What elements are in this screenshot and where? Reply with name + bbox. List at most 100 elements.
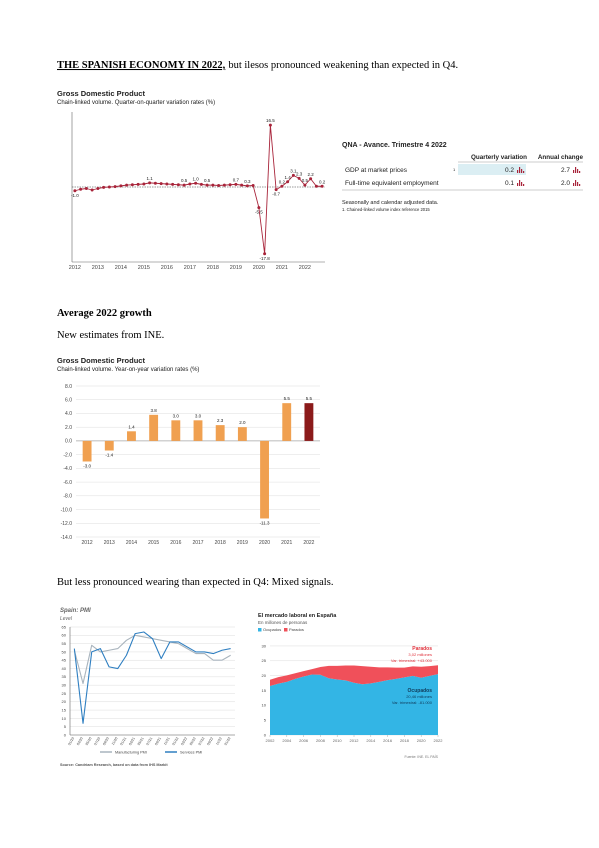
x-tick-label: 2020 <box>253 265 265 271</box>
point <box>245 184 249 188</box>
y-tick-label: 40 <box>62 666 67 671</box>
point <box>240 183 244 187</box>
point <box>314 184 318 188</box>
point <box>280 184 284 188</box>
annotation: Var. trimestral: -81.000 <box>392 700 433 705</box>
point <box>303 183 307 187</box>
y-tick-label: 45 <box>62 658 67 663</box>
value-label: -5.5 <box>255 210 263 215</box>
y-tick-label: 15 <box>262 688 267 693</box>
value-label: 1.0 <box>192 176 199 181</box>
value-label: -1.4 <box>105 453 113 458</box>
x-tick-label: 2022 <box>299 265 311 271</box>
point <box>257 206 261 210</box>
value-label: 5.5 <box>284 396 291 401</box>
table-header: Quarterly variation <box>471 154 527 161</box>
y-tick-label: 25 <box>262 658 267 663</box>
x-tick-label: 2021 <box>276 265 288 271</box>
y-tick-label: 20 <box>62 699 67 704</box>
x-tick-label: 2012 <box>350 738 360 743</box>
value-label: -0.7 <box>272 192 280 197</box>
x-tick-label: 2021 <box>281 540 292 546</box>
value-label: 0.7 <box>233 177 240 182</box>
point <box>194 181 198 185</box>
point <box>205 183 209 187</box>
point <box>291 173 295 177</box>
bar <box>104 440 114 451</box>
x-tick-label: 03/21 <box>128 736 136 746</box>
y-tick-label: 2.0 <box>65 425 72 431</box>
point <box>217 184 221 187</box>
x-tick-label: 07/20 <box>93 736 101 746</box>
annotation: 3,02 millones <box>408 652 432 657</box>
point <box>125 183 129 187</box>
table-note: 1. Chained-linked volume index reference… <box>342 207 430 212</box>
y-tick-label: 10 <box>262 703 267 708</box>
y-tick-label: 25 <box>62 691 67 696</box>
x-tick-label: 09/21 <box>154 736 162 746</box>
x-tick-label: 2012 <box>69 265 81 271</box>
value-label: 1.1 <box>146 176 153 181</box>
point <box>130 183 134 187</box>
table-title: QNA - Avance. Trimestre 4 2022 <box>342 142 447 149</box>
point <box>309 177 313 181</box>
x-tick-label: 2013 <box>92 265 104 271</box>
x-tick-label: 11/20 <box>111 736 119 745</box>
y-tick-label: 30 <box>262 643 267 648</box>
section-title: Average 2022 growth <box>57 308 152 319</box>
chart-title: El mercado laboral en España <box>258 613 337 619</box>
value-label: 2.3 <box>217 418 224 423</box>
row-label: Full-time equivalent employment <box>345 180 439 187</box>
chart-subtitle: Chain-linked volume. Year-on-year variat… <box>57 367 199 373</box>
value-label: 0.3 <box>244 179 251 184</box>
x-tick-label: 11/21 <box>163 736 171 745</box>
point <box>286 180 290 184</box>
point <box>171 182 175 186</box>
point <box>113 185 117 189</box>
legend-label: Services PMI <box>180 750 202 754</box>
x-tick-label: 01/23 <box>224 736 232 746</box>
point <box>297 176 301 180</box>
x-tick-label: 2022 <box>303 540 314 546</box>
legend-swatch <box>258 628 262 632</box>
y-tick-label: -6.0 <box>63 480 72 486</box>
point <box>102 185 106 189</box>
y-tick-label: 5 <box>64 724 67 729</box>
value-label: 0.2 <box>319 179 326 184</box>
bar <box>215 425 225 441</box>
area <box>270 665 438 687</box>
x-tick-label: 05/20 <box>85 736 93 746</box>
x-tick-label: 2014 <box>366 738 376 743</box>
x-tick-label: 2020 <box>417 738 427 743</box>
value-label: 1.4 <box>128 424 135 429</box>
x-tick-label: 2018 <box>215 540 226 546</box>
chart-title: Gross Domestic Product <box>57 356 145 365</box>
x-tick-label: 2014 <box>115 265 127 271</box>
value-label: 0.5 <box>204 178 211 183</box>
mini-bar-icons <box>517 167 581 186</box>
highlight-cell <box>458 164 526 175</box>
point <box>251 184 255 187</box>
table-header: Annual change <box>538 154 584 161</box>
y-tick-label: 8.0 <box>65 384 72 390</box>
bar <box>193 420 203 441</box>
chart-subtitle: Level <box>60 616 73 622</box>
bar <box>171 420 181 441</box>
x-tick-label: 2006 <box>299 738 309 743</box>
x-tick-label: 2016 <box>383 738 393 743</box>
x-tick-label: 2008 <box>316 738 326 743</box>
y-tick-label: 4.0 <box>65 411 72 417</box>
x-tick-label: 07/22 <box>198 736 206 746</box>
point <box>222 183 226 187</box>
table-cell: 2.0 <box>561 180 570 187</box>
y-tick-label: 0 <box>264 732 267 737</box>
row-note: 1 <box>453 167 456 172</box>
bar <box>82 440 92 462</box>
row-label: GDP at market prices <box>345 167 408 174</box>
y-tick-label: 6.0 <box>65 397 72 403</box>
heading-lead: THE SPANISH ECONOMY IN 2022, <box>57 60 226 71</box>
point <box>268 123 272 127</box>
x-tick-label: 03/20 <box>76 736 84 746</box>
value-label: 2.3 <box>296 171 303 176</box>
